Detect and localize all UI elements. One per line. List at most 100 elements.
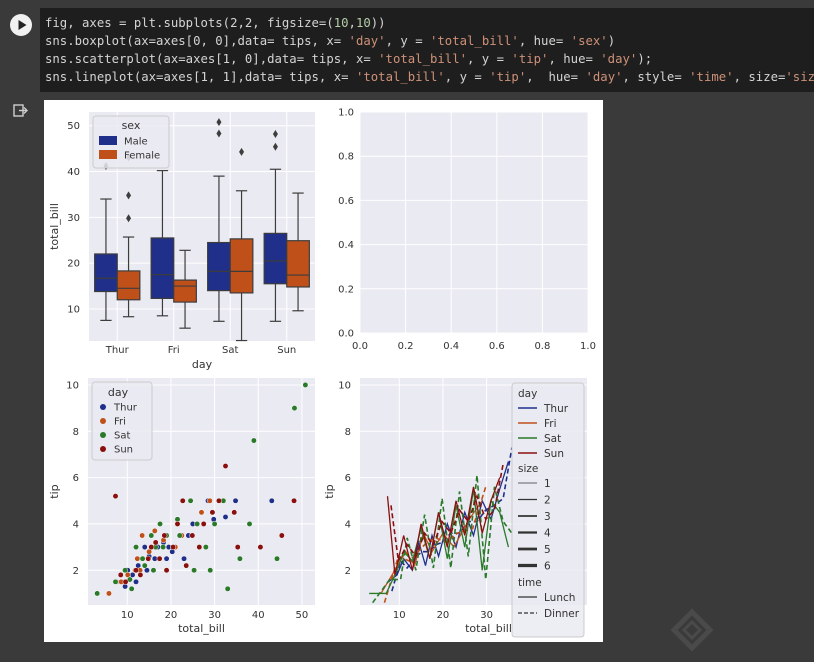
legend-title: size [518, 463, 538, 475]
scatter-point-sat [139, 555, 146, 562]
scatter-point-thur [133, 578, 139, 585]
code-string: 'sex' [570, 34, 608, 48]
x-tick-label: 1.0 [580, 341, 596, 352]
scatter-point-sun [148, 544, 155, 551]
code-text: , y = [385, 34, 430, 48]
legend-title: sex [122, 119, 141, 132]
scatter-point-sat [160, 544, 167, 551]
legend-marker [100, 404, 106, 410]
scatter-point-sat [150, 567, 157, 574]
x-tick-label: Sun [277, 345, 296, 356]
output-redirect-icon[interactable] [12, 102, 30, 120]
y-tick-label: 40 [67, 167, 80, 178]
code-line-2: sns.boxplot(ax=axes[0, 0],data= tips, x=… [45, 33, 615, 49]
x-tick-label: 0.8 [534, 341, 550, 352]
code-string: 'tip' [489, 70, 527, 84]
scatter-point-thur [181, 555, 187, 562]
legend-label: 3 [544, 511, 551, 523]
empty-axes-panel: 0.0 0.2 0.4 0.6 0.8 1.0 0.0 0.2 0.4 0.6 0.8 1.0 [338, 108, 596, 353]
legend-label: 5 [544, 544, 551, 556]
legend-label: Fri [114, 417, 126, 428]
code-text: sns.boxplot(ax=axes[0, 0],data= tips, x= [45, 34, 349, 48]
code-string: 'tip' [511, 52, 549, 66]
y-tick-label: 4 [345, 519, 351, 530]
scatter-point-sat [122, 567, 129, 574]
run-cell-button[interactable] [10, 14, 32, 36]
code-text: ); [637, 52, 653, 66]
y-tick-label: 8 [345, 427, 351, 438]
legend-title: day [108, 386, 129, 399]
scatterplot-panel: 10 20 30 40 50 2 4 6 8 10 day Thur Fri Sat Sun total_bi… [48, 378, 315, 635]
x-axis-label: day [192, 358, 213, 371]
code-editor[interactable]: fig, axes = plt.subplots(2,2, figsize=(1… [40, 8, 814, 92]
legend-label: Lunch [544, 592, 575, 604]
y-tick-label: 4 [73, 519, 79, 530]
scatter-point-sat [187, 497, 194, 504]
y-tick-label: 0.0 [338, 329, 354, 340]
box-body [229, 238, 254, 294]
legend-label: Fri [544, 418, 557, 430]
boxplot-panel: 10 20 30 40 50 Thur Fri Sat Sun sex Male Female day t… [48, 112, 315, 371]
scatter-point-sun [291, 497, 297, 504]
legend-label: Male [124, 137, 148, 148]
scatter-point-thur [141, 544, 148, 551]
outlier-point [239, 147, 245, 156]
scatter-point-sat [148, 532, 155, 539]
x-tick-label: Fri [168, 345, 180, 356]
scatter-point-sun [137, 571, 144, 578]
box-female-sat [229, 147, 254, 342]
legend-label: Female [124, 151, 160, 162]
scatter-point-sat [191, 567, 198, 574]
box-female-fri [173, 249, 197, 329]
scatter-point-sun [183, 562, 190, 569]
outlier-point [126, 191, 132, 200]
scatter-point-sun [257, 544, 264, 551]
line-series-sun [386, 477, 501, 576]
legend-label: Thur [113, 403, 138, 414]
scatter-point-sun [200, 520, 207, 527]
figure-canvas: 10 20 30 40 50 Thur Fri Sat Sun sex Male Female day t… [48, 108, 596, 638]
scatter-point-sun [174, 520, 181, 527]
outlier-point [216, 118, 222, 127]
scatter-point-sun [152, 539, 159, 546]
x-tick-label: 20 [437, 610, 450, 621]
legend-label: Thur [543, 403, 569, 415]
box-female-sun [286, 192, 310, 312]
box-male-sat [207, 118, 231, 322]
scatter-point-sat [207, 567, 214, 574]
code-line-3: sns.scatterplot(ax=axes[1, 0],data= tips… [45, 51, 652, 67]
scatter-point-sat [194, 520, 201, 527]
y-tick-label: 0.6 [338, 196, 354, 207]
scatter-point-sun [222, 463, 229, 469]
outlier-point [126, 214, 132, 223]
y-tick-label: 0.2 [338, 284, 354, 295]
scatter-point-sat [141, 562, 148, 569]
x-axis-label: total_bill [465, 622, 512, 635]
line-series-sat [369, 489, 510, 595]
scatter-point-thur [268, 497, 275, 504]
x-tick-label: 30 [480, 610, 493, 621]
code-text: , y = [467, 52, 512, 66]
legend-label: Sat [544, 433, 561, 445]
scatter-point-sat [274, 555, 280, 562]
lineplot-panel: 10 20 30246810dayThurFriSatSunsize123456ti… [323, 378, 587, 638]
code-string: 'day' [585, 70, 623, 84]
y-tick-label: 0.8 [338, 152, 354, 163]
scatter-point-sun [234, 544, 241, 551]
scatter-point-sat [157, 520, 163, 527]
code-string: 'size' [785, 70, 814, 84]
legend-label: Dinner [544, 608, 580, 620]
scatter-point-sun [156, 555, 163, 562]
y-tick-label: 1.0 [338, 108, 354, 119]
scatter-point-fri [139, 532, 146, 539]
outlier-point [272, 129, 278, 138]
legend-label: Sun [544, 448, 564, 460]
scatter-point-sun [163, 567, 170, 574]
box-body [263, 232, 288, 285]
legend-label: Sun [114, 445, 133, 456]
scatter-point-sat [250, 437, 257, 444]
scatter-point-sun [133, 567, 139, 574]
code-string: 'total_bill' [430, 34, 519, 48]
legend-box [91, 381, 153, 461]
scatter-point-thur [222, 514, 229, 520]
